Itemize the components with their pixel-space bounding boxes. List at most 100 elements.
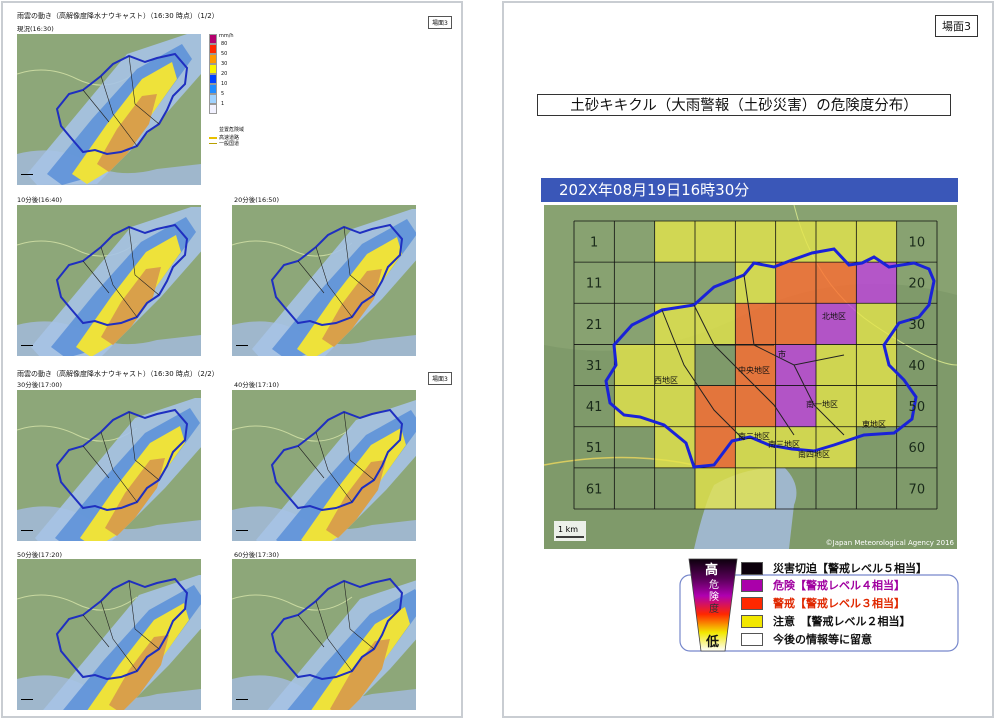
rain-intense-band bbox=[109, 635, 169, 710]
legend-note-highway: 高速道路 bbox=[219, 135, 240, 141]
rain-tick-label: 50 bbox=[221, 51, 228, 57]
scale-box bbox=[554, 521, 586, 541]
risk-cell bbox=[856, 262, 897, 304]
risk-cell bbox=[735, 303, 776, 345]
rain-tick-label: 10 bbox=[221, 81, 228, 87]
risk-cell bbox=[816, 344, 857, 386]
rain-color-segment bbox=[209, 64, 217, 74]
district-lines bbox=[297, 411, 375, 503]
river-line bbox=[232, 594, 353, 611]
rain-intense-band bbox=[330, 639, 390, 710]
grid-row-number-right: 60 bbox=[909, 441, 926, 456]
river-line bbox=[232, 425, 353, 442]
district-lines bbox=[297, 226, 375, 318]
nowcast-map-60min bbox=[232, 559, 416, 710]
legend-mid-2: 険 bbox=[709, 592, 719, 603]
rain-heavy-band bbox=[301, 428, 406, 541]
scene-badge-right: 場面3 bbox=[935, 15, 978, 37]
map-label-6: 60分後(17:30) bbox=[234, 551, 280, 559]
legend-row-level5: 災害切迫【警戒レベル５相当】 bbox=[741, 560, 927, 576]
risk-cell bbox=[856, 221, 897, 263]
legend-mid-3: 度 bbox=[709, 604, 719, 615]
grid-row-number-left: 31 bbox=[586, 359, 603, 374]
map-label-1: 10分後(16:40) bbox=[17, 196, 63, 204]
district-label: 南二地区 bbox=[738, 431, 770, 441]
risk-legend: 高 危 険 度 低 災害切迫【警戒レベル５相当】 危険【警戒レベル４相当】 警戒… bbox=[679, 555, 959, 653]
timestamp-bar: 202X年08月19日16時30分 bbox=[541, 178, 958, 202]
legend-swatch-info bbox=[741, 632, 763, 646]
risk-cell bbox=[735, 344, 776, 386]
legend-mid-1: 危 bbox=[709, 580, 719, 591]
risk-cell bbox=[735, 221, 776, 263]
rain-intense-band bbox=[105, 458, 165, 536]
district-lines bbox=[82, 55, 160, 147]
rain-heavy-band bbox=[87, 603, 189, 710]
risk-cell bbox=[735, 385, 776, 427]
risk-cell bbox=[775, 221, 816, 263]
scale-bar bbox=[236, 530, 248, 531]
nowcast-map-20min bbox=[232, 205, 416, 356]
legend-label-level4: 危険【警戒レベル４相当】 bbox=[773, 579, 905, 592]
legend-row-level3: 警戒【警戒レベル３相当】 bbox=[741, 595, 905, 611]
risk-cell bbox=[816, 221, 857, 263]
scene-badge-1: 場面3 bbox=[428, 16, 452, 29]
landslide-risk-page: 場面3 土砂キキクル（大雨警報（土砂災害）の危険度分布） 202X年08月19日… bbox=[502, 1, 994, 718]
grid-row-number-right: 30 bbox=[909, 318, 926, 333]
map-label-0: 現況(16:30) bbox=[17, 25, 54, 33]
grid-row-number-left: 21 bbox=[586, 318, 603, 333]
legend-note-danger: 並置危険域 bbox=[219, 127, 245, 133]
legend-row-info: 今後の情報等に留意 bbox=[741, 631, 872, 647]
district-label: 西地区 bbox=[654, 375, 678, 385]
district-label: 南三地区 bbox=[768, 439, 800, 449]
risk-cell bbox=[775, 385, 816, 427]
nowcast-map-current bbox=[17, 34, 201, 185]
rain-tick-label: 5 bbox=[221, 91, 225, 97]
risk-cell bbox=[856, 303, 897, 345]
district-lines bbox=[82, 411, 160, 503]
legend-high: 高 bbox=[705, 563, 719, 578]
grid-row-number-right: 50 bbox=[909, 400, 926, 415]
city-boundary bbox=[270, 223, 404, 327]
scale-bar bbox=[21, 174, 33, 175]
map-label-5: 50分後(17:20) bbox=[17, 551, 63, 559]
risk-cell bbox=[695, 385, 736, 427]
risk-cell bbox=[654, 344, 695, 386]
district-label: 市 bbox=[778, 349, 786, 359]
district-lines bbox=[82, 580, 160, 672]
risk-cell bbox=[735, 426, 776, 468]
rain-intense-band bbox=[326, 460, 386, 538]
legend-label-level2: 注意 【警戒レベル２相当】 bbox=[773, 615, 911, 628]
rain-color-segment bbox=[209, 104, 217, 114]
legend-swatch-level2 bbox=[741, 614, 763, 628]
scene-badge-2: 場面3 bbox=[428, 372, 452, 385]
legend-swatch-level3 bbox=[741, 596, 763, 610]
nowcast-map-40min bbox=[232, 390, 416, 541]
district-label: 東地区 bbox=[862, 419, 886, 429]
risk-cell bbox=[654, 221, 695, 263]
grid-row-number-left: 1 bbox=[590, 236, 598, 251]
landslide-risk-map: 1 11 21 31 41 51 61 10 20 30 40 50 60 70 北地区 中央地区 西地区 南一地… bbox=[543, 204, 958, 549]
grid-row-number-right: 40 bbox=[909, 359, 926, 374]
grid-row-number-right: 20 bbox=[909, 277, 926, 292]
legend-row-level2: 注意 【警戒レベル２相当】 bbox=[741, 613, 911, 629]
risk-cell bbox=[695, 221, 736, 263]
risk-cell bbox=[654, 385, 695, 427]
rain-color-segment bbox=[209, 94, 217, 104]
rain-color-segment bbox=[209, 34, 217, 44]
page-title: 土砂キキクル（大雨警報（土砂災害）の危険度分布） bbox=[537, 94, 951, 116]
scale-bar bbox=[21, 699, 33, 700]
risk-cell bbox=[816, 303, 857, 345]
district-lines bbox=[82, 226, 160, 318]
legend-label-info: 今後の情報等に留意 bbox=[773, 633, 872, 646]
district-label: 南一地区 bbox=[806, 399, 838, 409]
city-boundary bbox=[270, 408, 404, 512]
map-label-4: 40分後(17:10) bbox=[234, 381, 280, 389]
rain-intense-band bbox=[322, 269, 382, 347]
legend-label-level3: 警戒【警戒レベル３相当】 bbox=[773, 597, 905, 610]
risk-cell bbox=[614, 344, 655, 386]
district-label: 中央地区 bbox=[738, 365, 770, 375]
grid-row-number-left: 11 bbox=[586, 277, 603, 292]
legend-label-level5: 災害切迫【警戒レベル５相当】 bbox=[773, 562, 927, 575]
grid-row-number-left: 41 bbox=[586, 400, 603, 415]
district-label: 北地区 bbox=[822, 311, 846, 321]
